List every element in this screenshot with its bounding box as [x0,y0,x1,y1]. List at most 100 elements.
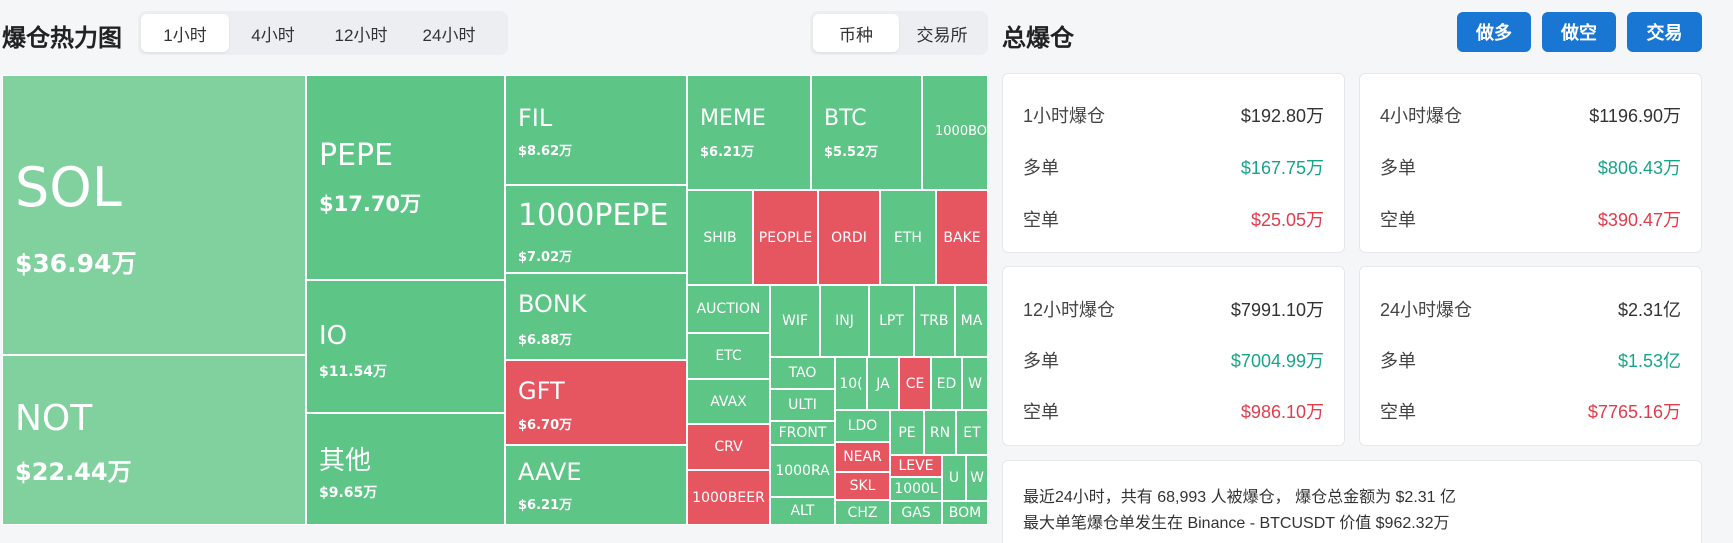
tile-shib[interactable]: SHIB [687,190,753,285]
group-by-selector: 币种 交易所 [810,11,988,55]
tile-symbol: NOT [15,398,93,439]
tile-u[interactable]: U [942,455,966,501]
heatmap-title: 爆仓热力图 [2,25,122,52]
tile-1000pepe[interactable]: 1000PEPE $7.02万 [505,185,687,273]
short-label: 空单 [1023,402,1059,422]
tile-symbol: ALT [790,503,815,519]
tile-trb[interactable]: TRB [914,285,955,357]
short-value: $390.47万 [1597,210,1681,230]
tile-symbol: 1000RA [775,463,830,479]
tile-inj[interactable]: INJ [820,285,869,357]
tile-tao[interactable]: TAO [770,357,835,389]
tile-symbol: CE [905,375,925,392]
tile-et[interactable]: ET [956,410,988,455]
long-value: $7004.99万 [1230,351,1324,371]
tile-bake[interactable]: BAKE [936,190,988,285]
tile-io[interactable]: IO $11.54万 [306,280,505,413]
tile-other[interactable]: 其他 $9.65万 [306,413,505,525]
tab-4h[interactable]: 4小时 [251,25,295,45]
tile-symbol: 1000BEER [692,489,765,506]
tile-symbol: 10( [839,375,863,392]
tile-symbol: SKL [849,478,876,494]
tile-near[interactable]: NEAR [835,442,890,472]
tile-leve[interactable]: LEVE [890,455,942,477]
tile-symbol: ETC [715,348,742,364]
short-value: $7765.16万 [1587,402,1681,422]
period-label: 12小时爆仓 [1023,300,1116,320]
tile-symbol: W [968,375,982,392]
tile-gft[interactable]: GFT $6.70万 [505,360,687,445]
tile-1000beer[interactable]: 1000BEER [687,470,770,525]
tile-auction[interactable]: AUCTION [687,285,770,333]
tile-symbol: RN [929,424,951,441]
tile-ce[interactable]: CE [899,357,931,410]
tile-avax[interactable]: AVAX [687,379,770,424]
tile-ordi[interactable]: ORDI [818,190,880,285]
tile-ja[interactable]: JA [867,357,899,410]
short-button[interactable]: 做空 [1542,12,1616,52]
tile-symbol: INJ [835,313,854,329]
tile-meme[interactable]: MEME $6.21万 [687,75,811,190]
tile-symbol: ORDI [831,229,867,246]
tile-pepe[interactable]: PEPE $17.70万 [306,75,505,280]
tile-ma[interactable]: MA [955,285,988,357]
tile-btc[interactable]: BTC $5.52万 [811,75,922,190]
tile-skl[interactable]: SKL [835,472,890,500]
tile-1000l[interactable]: 1000L [890,477,942,501]
tile-symbol: PE [898,424,916,441]
period-total: $192.80万 [1240,106,1324,126]
card-1h: 1小时爆仓 $192.80万 多单 $167.75万 空单 $25.05万 [1002,73,1345,253]
tile-pe[interactable]: PE [890,410,924,455]
tile-value: $6.70万 [518,418,573,433]
long-value: $1.53亿 [1617,351,1681,371]
tile-1000bonk[interactable]: 1000BO [922,75,988,190]
tile-symbol: PEPE [319,138,394,173]
tile-10[interactable]: 10( [835,357,867,410]
tile-symbol: BONK [518,290,587,318]
tile-front[interactable]: FRONT [770,421,835,445]
tab-12h[interactable]: 12小时 [334,25,388,45]
tile-symbol: IO [319,321,348,351]
tile-value: $7.02万 [518,250,573,265]
liquidation-treemap: SOL $36.94万 NOT $22.44万 PEPE $17.70万 IO … [2,75,988,525]
tile-ed[interactable]: ED [931,357,962,410]
tile-w-bottom[interactable]: W [966,455,988,501]
tile-sol[interactable]: SOL $36.94万 [2,75,306,355]
tab-exchange[interactable]: 交易所 [916,25,968,45]
tile-lpt[interactable]: LPT [869,285,914,357]
tile-aave[interactable]: AAVE $6.21万 [505,445,687,525]
period-total: $7991.10万 [1230,300,1324,320]
total-liquidation-title: 总爆仓 [1002,25,1074,52]
tile-bom[interactable]: BOM [942,501,988,525]
tile-ulti[interactable]: ULTI [770,389,835,421]
tile-gas[interactable]: GAS [890,501,942,525]
long-button[interactable]: 做多 [1457,12,1531,52]
tab-1h[interactable]: 1小时 [141,14,229,52]
tile-ldo[interactable]: LDO [835,410,890,442]
tile-people[interactable]: PEOPLE [753,190,818,285]
tile-value: $8.62万 [518,144,573,159]
long-value: $806.43万 [1597,158,1681,178]
liquidation-summary: 最近24小时，共有 68,993 人被爆仓， 爆仓总金额为 $2.31 亿 最大… [1002,460,1702,543]
period-label: 1小时爆仓 [1023,106,1106,126]
card-24h: 24小时爆仓 $2.31亿 多单 $1.53亿 空单 $7765.16万 [1359,266,1702,446]
tile-not[interactable]: NOT $22.44万 [2,355,306,525]
tile-symbol: SOL [15,156,122,219]
tile-bonk[interactable]: BONK $6.88万 [505,273,687,360]
tile-eth[interactable]: ETH [880,190,936,285]
tab-coin[interactable]: 币种 [813,14,899,52]
tile-w-top[interactable]: W [962,357,988,410]
trade-button[interactable]: 交易 [1627,12,1702,52]
tile-1000ra[interactable]: 1000RA [770,445,835,497]
tab-24h[interactable]: 24小时 [422,25,476,45]
tile-chz[interactable]: CHZ [835,500,890,525]
tile-crv[interactable]: CRV [687,424,770,470]
tile-alt[interactable]: ALT [770,497,835,525]
tile-symbol: ETH [894,229,922,246]
time-range-selector: 1小时 4小时 12小时 24小时 [138,11,508,55]
tile-fil[interactable]: FIL $8.62万 [505,75,687,185]
tile-wif[interactable]: WIF [770,285,820,357]
tile-etc[interactable]: ETC [687,333,770,379]
tile-rn[interactable]: RN [924,410,956,455]
short-value: $986.10万 [1240,402,1324,422]
